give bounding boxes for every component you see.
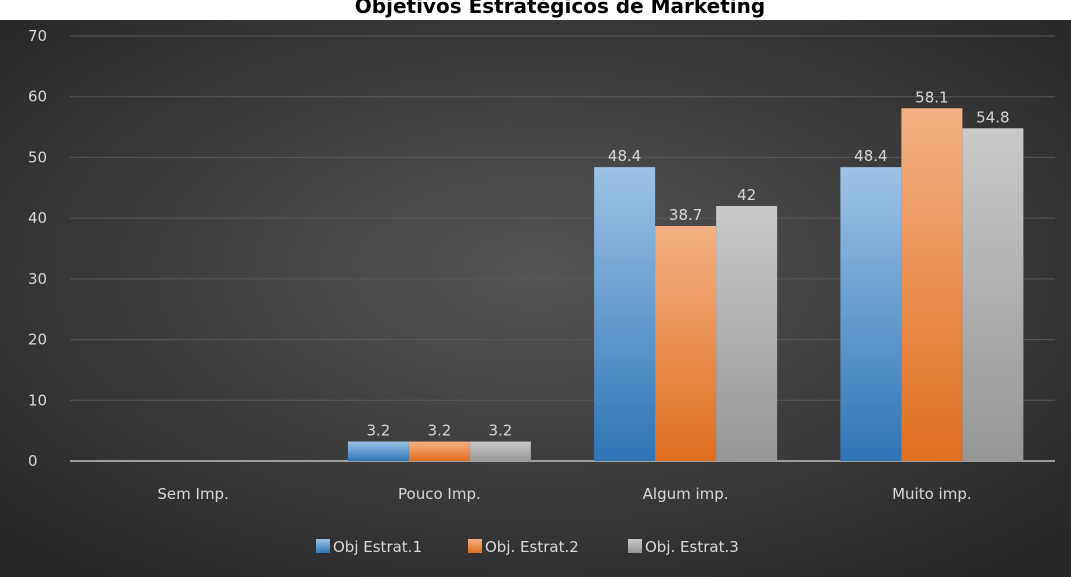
- bar-obj-estrat-1: [594, 167, 656, 461]
- data-label: 38.7: [669, 206, 702, 224]
- data-label: 3.2: [427, 422, 451, 440]
- legend-swatch: [316, 539, 330, 553]
- x-axis-categories: Sem Imp. Pouco Imp. Algum imp. Muito imp.: [157, 485, 971, 503]
- y-axis-ticks: 0 10 20 30 40 50 60 70: [28, 27, 47, 470]
- bar-obj-estrat-3: [716, 206, 778, 461]
- top-strip: [0, 0, 1071, 20]
- bar-obj-estrat-2: [655, 226, 717, 461]
- y-tick-label: 10: [28, 391, 47, 409]
- legend-swatch: [468, 539, 482, 553]
- y-tick-label: 0: [28, 452, 38, 470]
- data-label: 58.1: [915, 88, 948, 106]
- data-label: 3.2: [488, 422, 512, 440]
- bar-obj-estrat-2: [901, 108, 963, 461]
- category-label: Muito imp.: [892, 485, 972, 503]
- y-tick-label: 50: [28, 148, 47, 166]
- legend-swatch: [628, 539, 642, 553]
- y-tick-label: 20: [28, 331, 47, 349]
- y-tick-label: 30: [28, 270, 47, 288]
- data-label: 54.8: [976, 108, 1009, 126]
- bar-obj-estrat-1: [840, 167, 902, 461]
- category-label: Algum imp.: [643, 485, 729, 503]
- legend-label: Obj. Estrat.3: [645, 538, 739, 556]
- bar-obj-estrat-2: [408, 441, 470, 461]
- bar-obj-estrat-3: [469, 441, 531, 461]
- data-label: 42: [737, 186, 756, 204]
- data-label: 48.4: [608, 147, 641, 165]
- y-tick-label: 70: [28, 27, 47, 45]
- bar-obj-estrat-1: [347, 441, 409, 461]
- bars: [347, 108, 1024, 462]
- legend-label: Obj. Estrat.2: [485, 538, 579, 556]
- data-label: 3.2: [366, 422, 390, 440]
- legend-label: Obj Estrat.1: [333, 538, 422, 556]
- data-labels: 3.2 3.2 3.2 48.4 38.7 42 48.4 58.1 54.8: [366, 88, 1009, 439]
- y-tick-label: 40: [28, 209, 47, 227]
- data-label: 48.4: [854, 147, 887, 165]
- chart-title: Objetivos Estratégicos de Marketing: [355, 0, 765, 18]
- category-label: Sem Imp.: [157, 485, 228, 503]
- legend: Obj Estrat.1 Obj. Estrat.2 Obj. Estrat.3: [316, 538, 739, 556]
- y-tick-label: 60: [28, 88, 47, 106]
- bar-obj-estrat-3: [962, 128, 1024, 462]
- category-label: Pouco Imp.: [398, 485, 481, 503]
